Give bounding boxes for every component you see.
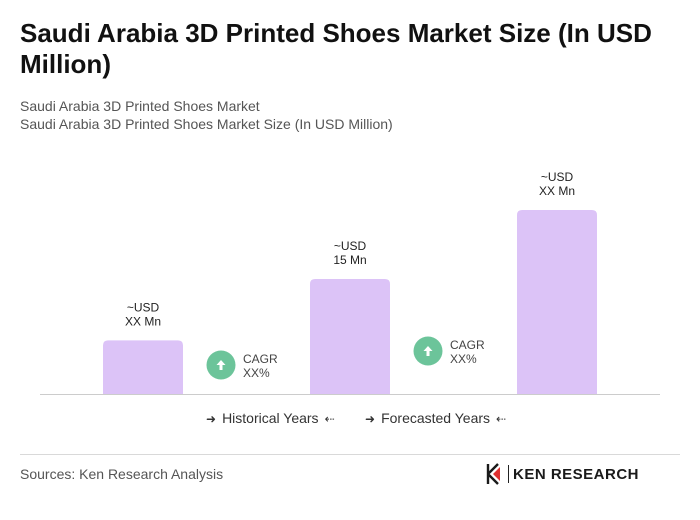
chart-subtitle-secondary: Saudi Arabia 3D Printed Shoes Market Siz… — [20, 116, 393, 132]
footer-divider — [20, 454, 680, 455]
brand-name: KEN RESEARCH — [513, 465, 640, 483]
cagr-value-2: XX% — [450, 352, 477, 366]
bar-3-label-value: XX Mn — [539, 184, 575, 198]
arrow-right-icon: ➜ — [206, 412, 217, 426]
up-arrow-icon — [423, 346, 433, 356]
legend-forecasted: ➜ Forecasted Years ⇠ — [359, 409, 512, 428]
brand-separator — [508, 465, 509, 483]
source-note: Sources: Ken Research Analysis — [20, 466, 224, 482]
bar-2-label-currency: ~USD — [334, 239, 367, 253]
bar-1 — [103, 340, 183, 394]
chart-subtitle-primary: Saudi Arabia 3D Printed Shoes Market — [20, 98, 260, 114]
legend-historical: ➜ Historical Years ⇠ — [200, 409, 341, 428]
arrow-right-icon: ➜ — [365, 412, 376, 426]
legend-historical-label: Historical Years — [222, 410, 319, 426]
bar-3 — [517, 210, 597, 394]
brand-logo: KEN RESEARCH — [486, 463, 639, 485]
arrow-left-icon: ⇠ — [324, 412, 335, 426]
up-arrow-icon — [216, 360, 226, 370]
legend-forecasted-label: Forecasted Years — [381, 410, 491, 426]
cagr-label-1: CAGR — [243, 352, 278, 366]
bar-1-label-value: XX Mn — [125, 314, 161, 328]
cagr-value-1: XX% — [243, 366, 270, 380]
cagr-label-2: CAGR — [450, 338, 485, 352]
bar-3-label-currency: ~USD — [541, 170, 574, 184]
ken-logo-icon — [486, 463, 500, 485]
bar-2-label-value: 15 Mn — [333, 253, 366, 267]
bar-2 — [310, 279, 390, 394]
chart-title: Saudi Arabia 3D Printed Shoes Market Siz… — [20, 18, 652, 79]
bar-1-label-currency: ~USD — [127, 300, 160, 314]
arrow-left-icon: ⇠ — [496, 412, 507, 426]
